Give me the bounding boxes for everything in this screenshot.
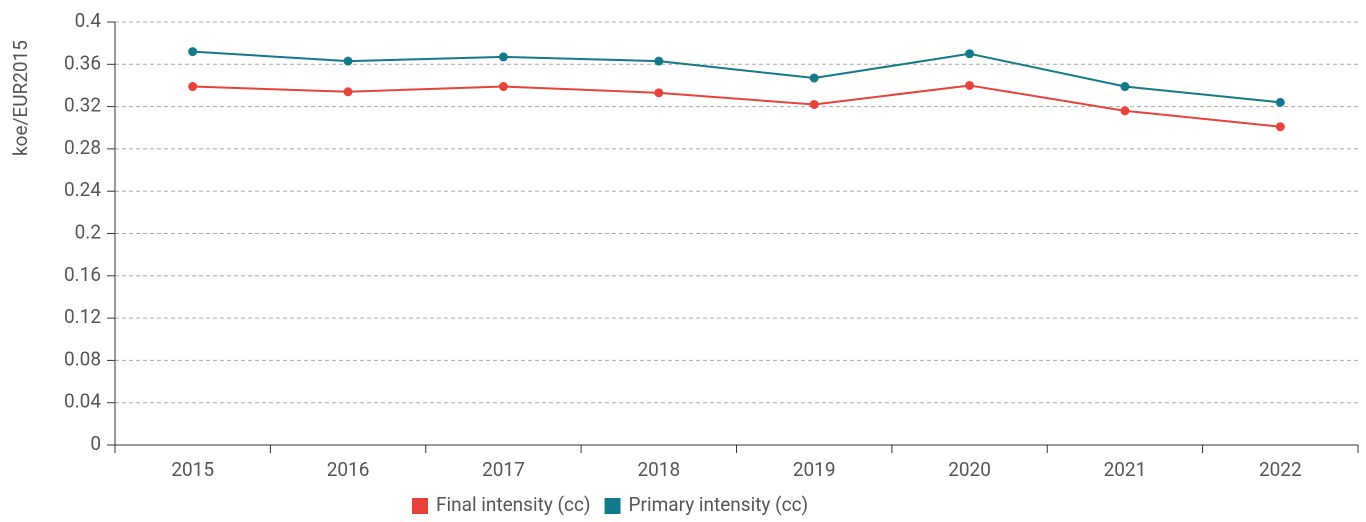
x-tick-label: 2016 [327, 458, 370, 481]
y-tick-label: 0.4 [75, 9, 102, 32]
series-line [192, 50, 1281, 104]
y-tick-label: 0.04 [64, 390, 101, 413]
legend-label: Final intensity (cc) [436, 493, 591, 516]
y-tick-label: 0.16 [64, 263, 101, 286]
x-tick-label: 2017 [482, 458, 525, 481]
data-point [1120, 82, 1130, 92]
x-tick-label: 2020 [948, 458, 991, 481]
y-tick-label: 0.08 [64, 347, 101, 370]
data-point [343, 87, 353, 97]
data-point [1275, 97, 1285, 107]
y-tick-label: 0.36 [64, 51, 101, 74]
y-tick-label: 0 [90, 432, 101, 455]
data-point [498, 52, 508, 62]
legend-label: Primary intensity (cc) [629, 493, 809, 516]
data-point [188, 82, 198, 92]
y-tick-label: 0.12 [64, 305, 101, 328]
y-axis-title: koe/EUR2015 [9, 40, 32, 156]
data-point [965, 80, 975, 90]
y-tick-label: 0.28 [64, 136, 101, 159]
data-point [965, 49, 975, 59]
data-point [1120, 106, 1130, 116]
data-point [1275, 122, 1285, 132]
legend-swatch [412, 498, 428, 514]
y-tick-label: 0.2 [75, 221, 101, 244]
data-point [498, 82, 508, 92]
series-line [192, 84, 1281, 128]
data-point [343, 56, 353, 66]
data-point [809, 99, 819, 109]
data-point [654, 88, 664, 98]
data-point [809, 73, 819, 83]
x-tick-label: 2022 [1259, 458, 1302, 481]
data-point [188, 47, 198, 57]
y-tick-label: 0.24 [64, 178, 101, 201]
x-tick-label: 2015 [171, 458, 214, 481]
x-tick-label: 2021 [1104, 458, 1147, 481]
data-point [654, 56, 664, 66]
x-tick-label: 2018 [637, 458, 680, 481]
x-tick-label: 2019 [793, 458, 836, 481]
legend-swatch [604, 498, 621, 514]
y-tick-label: 0.32 [64, 94, 101, 117]
